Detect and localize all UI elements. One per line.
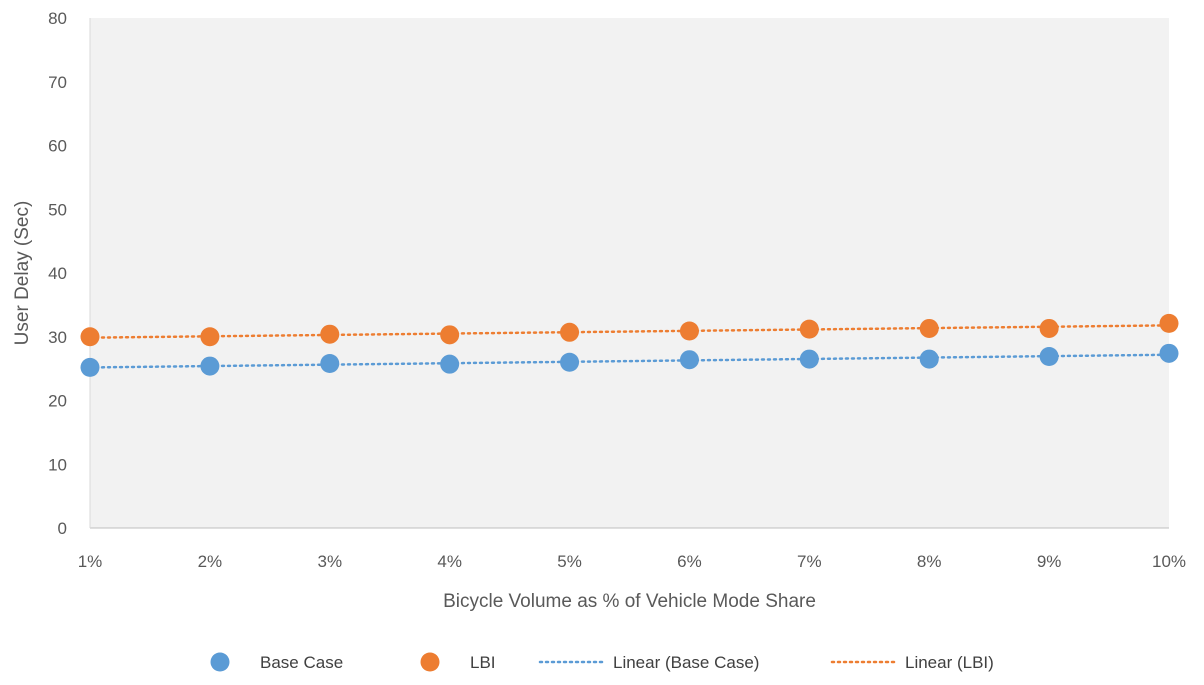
trendlines: [88, 324, 1171, 369]
x-tick-label: 6%: [677, 552, 702, 571]
point-base-case: [919, 349, 939, 369]
y-tick-label: 10: [48, 455, 67, 474]
x-tick-label: 10%: [1152, 552, 1186, 571]
point-base-case: [320, 354, 340, 374]
legend-marker: [210, 652, 230, 672]
point-lbi: [560, 322, 580, 342]
legend-label: Linear (LBI): [905, 653, 994, 672]
legend: Base Case LBI Linear (Base Case) Linear (LB…: [210, 652, 994, 672]
legend-label: Base Case: [260, 653, 343, 672]
x-tick-label: 3%: [317, 552, 342, 571]
legend-item: Linear (LBI): [830, 653, 994, 672]
x-tick-label: 4%: [437, 552, 462, 571]
legend-item: Linear (Base Case): [538, 653, 759, 672]
point-lbi: [919, 318, 939, 338]
point-lbi: [200, 327, 220, 347]
legend-marker: [420, 652, 440, 672]
point-lbi: [440, 325, 460, 345]
y-tick-label: 30: [48, 328, 67, 347]
point-base-case: [200, 356, 220, 376]
data-points: [80, 313, 1179, 377]
point-base-case: [1159, 343, 1179, 363]
point-lbi: [1039, 318, 1059, 338]
point-base-case: [560, 352, 580, 372]
point-base-case: [1039, 347, 1059, 367]
x-tick-label: 8%: [917, 552, 942, 571]
point-lbi: [320, 324, 340, 344]
y-tick-label: 70: [48, 73, 67, 92]
point-lbi: [799, 319, 819, 339]
x-axis-ticks: 1% 2% 3% 4% 5% 6% 7% 8% 9% 10%: [78, 552, 1186, 571]
x-tick-label: 7%: [797, 552, 822, 571]
point-lbi: [679, 321, 699, 341]
y-axis-ticks: 0 10 20 30 40 50 60 70 80: [48, 9, 67, 538]
trendline-lbi: [88, 324, 1171, 339]
legend-item: LBI: [420, 652, 496, 672]
x-tick-label: 2%: [198, 552, 223, 571]
y-axis-title: User Delay (Sec): [12, 201, 33, 346]
point-base-case: [80, 357, 100, 377]
point-lbi: [80, 327, 100, 347]
y-tick-label: 0: [58, 519, 67, 538]
legend-label: Linear (Base Case): [613, 653, 759, 672]
point-base-case: [799, 349, 819, 369]
point-lbi: [1159, 313, 1179, 333]
point-base-case: [440, 354, 460, 374]
y-tick-label: 60: [48, 137, 67, 156]
x-tick-label: 1%: [78, 552, 103, 571]
y-tick-label: 20: [48, 392, 67, 411]
y-tick-label: 40: [48, 264, 67, 283]
trendline-base-case: [88, 353, 1171, 369]
x-tick-label: 5%: [557, 552, 582, 571]
x-tick-label: 9%: [1037, 552, 1062, 571]
plot-area: [90, 18, 1169, 528]
legend-label: LBI: [470, 653, 496, 672]
point-base-case: [679, 350, 699, 370]
legend-item: Base Case: [210, 652, 343, 672]
y-tick-label: 80: [48, 9, 67, 28]
x-axis-title: Bicycle Volume as % of Vehicle Mode Shar…: [443, 591, 816, 612]
y-tick-label: 50: [48, 200, 67, 219]
